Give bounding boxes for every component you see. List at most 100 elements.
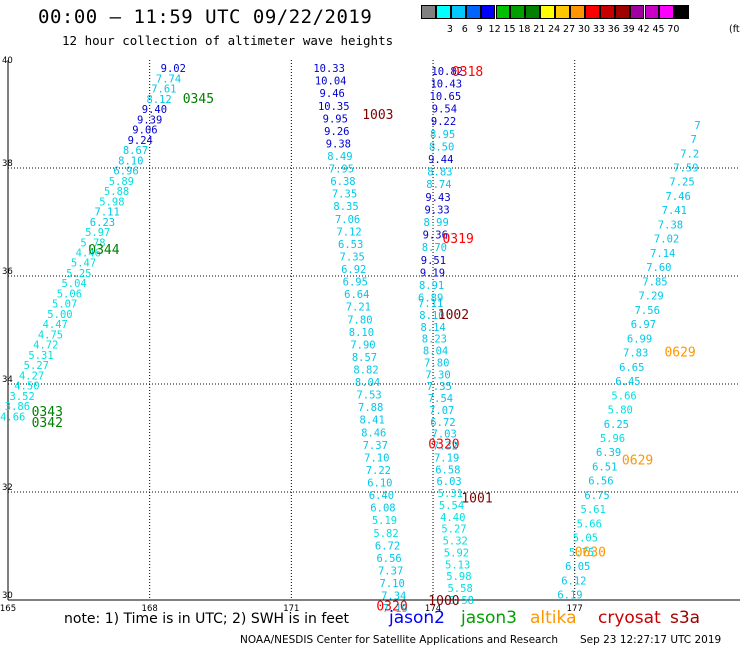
- wave-height-value: 5.04: [61, 278, 86, 290]
- colorbar-label: 24: [548, 24, 561, 35]
- wave-height-value: 7.61: [151, 84, 176, 96]
- x-tick-label: 171: [283, 604, 299, 614]
- pass-label: 1000: [428, 594, 459, 609]
- wave-height-value: 7.03: [432, 429, 457, 441]
- pass-label: 0344: [88, 243, 119, 258]
- wave-height-value: 10.43: [430, 78, 462, 90]
- wave-height-value: 4.40: [440, 512, 465, 524]
- satellite-label-jason3: jason3: [461, 608, 517, 628]
- colorbar-label: 33: [592, 24, 605, 35]
- colorbar-swatch: [540, 5, 556, 19]
- wave-height-value: 9.39: [137, 114, 162, 126]
- wave-height-value: 7.37: [363, 440, 388, 452]
- wave-height-value: 5.98: [99, 196, 124, 208]
- wave-height-value: 7.88: [358, 402, 383, 414]
- wave-height-value: 7.85: [642, 276, 667, 288]
- wave-height-value: 5.92: [444, 547, 469, 559]
- wave-height-value: 6.10: [367, 478, 392, 490]
- wave-height-value: 9.06: [132, 125, 157, 137]
- wave-height-value: 9.02: [161, 63, 186, 75]
- pass-label: 0343: [32, 405, 63, 420]
- wave-height-value: 7.02: [654, 234, 679, 246]
- wave-height-value: 6.92: [341, 264, 366, 276]
- wave-height-value: 4.66: [0, 411, 25, 423]
- colorbar-swatch: [435, 5, 451, 19]
- wave-height-value: 7.29: [638, 291, 663, 303]
- wave-height-value: 6.56: [588, 476, 613, 488]
- wave-height-value: 6.45: [615, 376, 640, 388]
- wave-height-value: 5.98: [446, 571, 471, 583]
- wave-height-value: 8.95: [430, 129, 455, 141]
- wave-height-value: 10.33: [313, 63, 345, 75]
- wave-height-value: 7.80: [424, 357, 449, 369]
- wave-height-value: 6.65: [619, 362, 644, 374]
- wave-height-value: 7: [694, 120, 700, 132]
- wave-height-value: 8.91: [419, 280, 444, 292]
- wave-height-value: 6.39: [596, 447, 621, 459]
- wave-height-value: 7.2: [680, 148, 699, 160]
- wave-height-value: 6.75: [584, 490, 609, 502]
- wave-height-value: 9.43: [425, 192, 450, 204]
- wave-height-value: 5.54: [439, 500, 464, 512]
- wave-height-value: 5.82: [373, 528, 398, 540]
- x-tick-label: 174: [425, 604, 441, 614]
- colorbar-swatch: [674, 5, 690, 19]
- y-tick-label: 38: [2, 159, 13, 169]
- wave-height-value: 7.37: [378, 565, 403, 577]
- colorbar-label: 6: [461, 24, 468, 35]
- y-tick-label: 30: [2, 591, 13, 601]
- wave-height-value: 9.22: [431, 116, 456, 128]
- wave-height-value: 6.56: [376, 553, 401, 565]
- wave-height-value: 6.64: [344, 289, 369, 301]
- wave-height-value: 7.32: [433, 441, 458, 453]
- y-tick-label: 40: [2, 56, 13, 66]
- wave-height-value: 8.41: [360, 415, 385, 427]
- pass-label: 1001: [461, 491, 492, 506]
- colorbar-swatch: [644, 5, 660, 19]
- wave-height-value: 5.19: [372, 515, 397, 527]
- colorbar-swatch: [570, 5, 585, 19]
- wave-height-value: 7.95: [329, 164, 354, 176]
- colorbar-swatch: [465, 5, 481, 19]
- x-tick-label: 177: [567, 604, 583, 614]
- wave-height-value: 9.36: [423, 230, 448, 242]
- wave-height-value: 7.14: [650, 248, 675, 260]
- wave-height-value: 8.10: [419, 310, 444, 322]
- wave-height-value: 5.78: [80, 237, 105, 249]
- wave-height-value: 6.40: [369, 490, 394, 502]
- wave-height-value: 6.58: [435, 464, 460, 476]
- wave-height-value: 6.72: [430, 417, 455, 429]
- wave-height-value: 5.58: [447, 583, 472, 595]
- colorbar-label: 15: [503, 24, 516, 35]
- wave-height-value: 8.04: [355, 377, 380, 389]
- wave-height-value: 8.46: [361, 427, 386, 439]
- satellite-label-s3a: s3a: [670, 608, 701, 628]
- wave-height-value: 5.66: [577, 518, 602, 530]
- wave-height-value: 8.14: [420, 322, 445, 334]
- wave-height-value: 5.31: [438, 488, 463, 500]
- wave-height-value: 5.89: [109, 176, 134, 188]
- colorbar-label: 70: [667, 24, 680, 35]
- wave-height-value: 6.03: [436, 476, 461, 488]
- wave-height-value: 7.12: [336, 226, 361, 238]
- wave-height-value: 5.05: [573, 533, 598, 545]
- wave-height-value: 4.27: [19, 370, 44, 382]
- wave-height-value: 7.11: [418, 298, 443, 310]
- page-title: 00:00 – 11:59 UTC 09/22/2019: [38, 6, 373, 28]
- wave-height-value: 5.27: [441, 524, 466, 536]
- wave-height-value: 7.30: [425, 369, 450, 381]
- wave-height-value: 7.90: [350, 339, 375, 351]
- pass-label: 0318: [452, 65, 483, 80]
- wave-height-value: 8.12: [146, 94, 171, 106]
- wave-height-value: 5.27: [24, 360, 49, 372]
- colorbar-label: 39: [622, 24, 635, 35]
- wave-height-value: 10.04: [315, 76, 347, 88]
- wave-height-value: 10.65: [430, 91, 462, 103]
- wave-height-value: 5.80: [608, 405, 633, 417]
- wave-height-value: 6.38: [330, 176, 355, 188]
- colorbar-unit: (ft): [729, 24, 740, 35]
- wave-height-value: 6.23: [90, 217, 115, 229]
- wave-height-value: 7.10: [364, 452, 389, 464]
- wave-height-value: 5.96: [600, 433, 625, 445]
